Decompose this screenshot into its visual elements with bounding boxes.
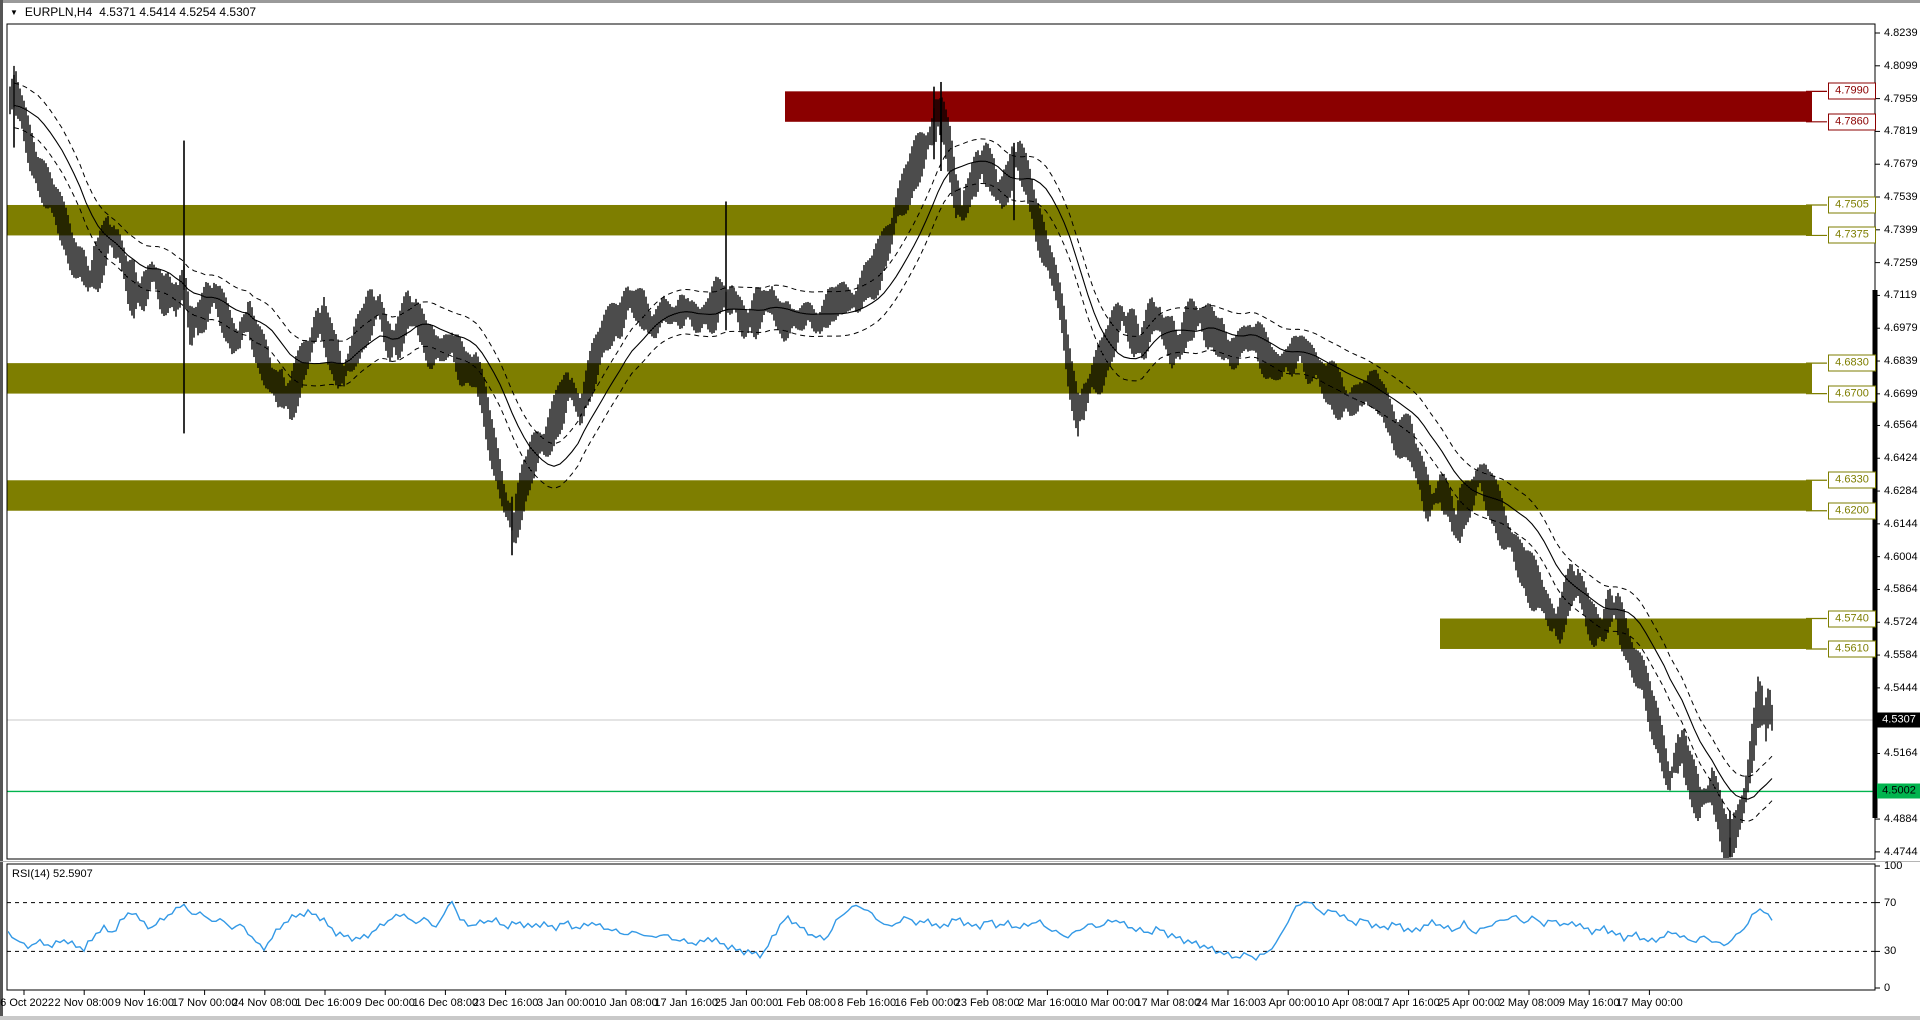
envelope-lower-line (13, 127, 1773, 822)
envelope-upper-line (13, 82, 1773, 778)
rsi-plot-frame (6, 863, 1876, 991)
symbol-timeframe-label: EURPLN,H4 (24, 5, 93, 19)
time-axis[interactable] (0, 991, 1875, 1016)
price-axis-highlight-bar (1872, 290, 1878, 818)
candle-series (9, 65, 1773, 858)
window-border-bottom (0, 1016, 1920, 1020)
ma-line (13, 104, 1773, 800)
ohlc-quote: 4.5371 4.5414 4.5254 4.5307 (99, 5, 257, 19)
rsi-indicator-label: RSI(14) 52.5907 (12, 868, 93, 880)
price-zone (785, 91, 1812, 122)
window-border-left (0, 0, 3, 1020)
rsi-line (8, 900, 1773, 962)
price-zone (7, 204, 1812, 236)
price-zone (7, 480, 1812, 511)
price-axis[interactable] (1876, 22, 1920, 990)
symbol-info-bar: ▼ EURPLN,H4 4.5371 4.5414 4.5254 4.5307 (10, 5, 256, 19)
symbol-dropdown-icon[interactable]: ▼ (10, 7, 18, 17)
window-border-top (0, 0, 1920, 3)
